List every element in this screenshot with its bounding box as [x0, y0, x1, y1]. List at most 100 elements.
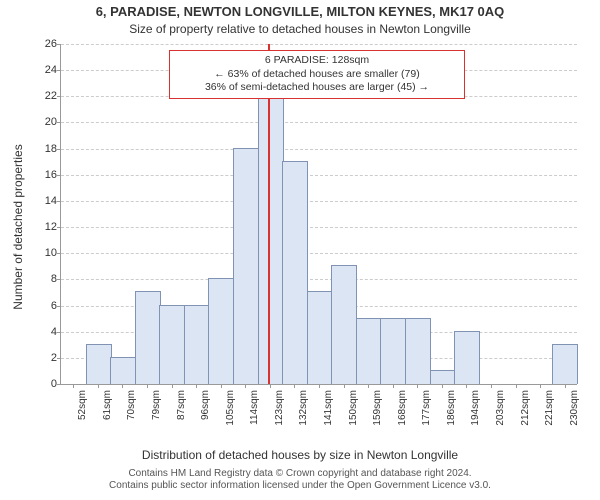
gridline — [61, 149, 577, 150]
title-subtitle: Size of property relative to detached ho… — [0, 22, 600, 36]
xtick-mark — [540, 384, 541, 388]
ytick-mark — [57, 253, 61, 254]
histogram-bar — [184, 305, 210, 384]
histogram-bar — [405, 318, 431, 384]
xtick-label: 203sqm — [495, 390, 506, 426]
ytick-label: 20 — [31, 116, 57, 128]
ytick-mark — [57, 227, 61, 228]
x-axis-label: Distribution of detached houses by size … — [0, 448, 600, 462]
gridline — [61, 175, 577, 176]
xtick-mark — [466, 384, 467, 388]
gridline — [61, 227, 577, 228]
ytick-label: 14 — [31, 195, 57, 207]
chart-container: 6, PARADISE, NEWTON LONGVILLE, MILTON KE… — [0, 0, 600, 500]
gridline — [61, 279, 577, 280]
plot-area: 0246810121416182022242652sqm61sqm70sqm79… — [60, 44, 577, 385]
xtick-mark — [393, 384, 394, 388]
xtick-label: 79sqm — [151, 390, 162, 420]
ytick-mark — [57, 175, 61, 176]
annotation-line1: 6 PARADISE: 128sqm — [176, 54, 458, 68]
xtick-label: 52sqm — [77, 390, 88, 420]
xtick-mark — [73, 384, 74, 388]
ytick-mark — [57, 332, 61, 333]
histogram-bar — [380, 318, 406, 384]
xtick-label: 194sqm — [470, 390, 481, 426]
histogram-bar — [86, 344, 112, 384]
gridline — [61, 253, 577, 254]
ytick-label: 4 — [31, 326, 57, 338]
annotation-box: 6 PARADISE: 128sqm ← 63% of detached hou… — [169, 50, 465, 99]
xtick-mark — [245, 384, 246, 388]
xtick-label: 159sqm — [372, 390, 383, 426]
ytick-mark — [57, 96, 61, 97]
ytick-mark — [57, 279, 61, 280]
ytick-label: 26 — [31, 38, 57, 50]
footer-attribution: Contains HM Land Registry data © Crown c… — [0, 468, 600, 492]
footer-line2: Contains public sector information licen… — [0, 480, 600, 492]
ytick-mark — [57, 122, 61, 123]
ytick-mark — [57, 384, 61, 385]
ytick-label: 10 — [31, 247, 57, 259]
ytick-mark — [57, 44, 61, 45]
histogram-bar — [110, 357, 136, 384]
histogram-bar — [307, 291, 333, 384]
histogram-bar — [135, 291, 161, 384]
xtick-label: 123sqm — [274, 390, 285, 426]
ytick-mark — [57, 358, 61, 359]
ytick-mark — [57, 306, 61, 307]
histogram-bar — [356, 318, 382, 384]
xtick-mark — [368, 384, 369, 388]
xtick-mark — [319, 384, 320, 388]
histogram-bar — [331, 265, 357, 384]
y-axis-label: Number of detached properties — [11, 117, 25, 337]
xtick-label: 186sqm — [446, 390, 457, 426]
xtick-label: 212sqm — [520, 390, 531, 426]
ytick-label: 2 — [31, 352, 57, 364]
histogram-bar — [159, 305, 185, 384]
ytick-mark — [57, 201, 61, 202]
histogram-bar — [454, 331, 480, 384]
xtick-label: 114sqm — [249, 390, 260, 425]
xtick-mark — [196, 384, 197, 388]
gridline — [61, 44, 577, 45]
histogram-bar — [233, 148, 259, 384]
xtick-label: 96sqm — [200, 390, 211, 420]
xtick-label: 141sqm — [323, 390, 334, 426]
xtick-mark — [417, 384, 418, 388]
xtick-mark — [147, 384, 148, 388]
xtick-mark — [565, 384, 566, 388]
xtick-mark — [270, 384, 271, 388]
histogram-bar — [282, 161, 308, 384]
gridline — [61, 201, 577, 202]
histogram-bar — [258, 95, 284, 384]
xtick-label: 132sqm — [298, 390, 309, 426]
ytick-label: 0 — [31, 378, 57, 390]
ytick-label: 18 — [31, 143, 57, 155]
gridline — [61, 122, 577, 123]
ytick-label: 6 — [31, 300, 57, 312]
annotation-line2: ← 63% of detached houses are smaller (79… — [176, 68, 458, 82]
xtick-mark — [491, 384, 492, 388]
histogram-bar — [552, 344, 578, 384]
xtick-label: 230sqm — [569, 390, 580, 426]
histogram-bar — [430, 370, 456, 384]
xtick-label: 61sqm — [102, 390, 113, 420]
ytick-label: 16 — [31, 169, 57, 181]
xtick-mark — [172, 384, 173, 388]
xtick-mark — [344, 384, 345, 388]
xtick-label: 70sqm — [126, 390, 137, 420]
xtick-label: 221sqm — [544, 390, 555, 426]
title-address: 6, PARADISE, NEWTON LONGVILLE, MILTON KE… — [0, 4, 600, 19]
xtick-mark — [516, 384, 517, 388]
histogram-bar — [208, 278, 234, 384]
ytick-label: 24 — [31, 64, 57, 76]
ytick-label: 22 — [31, 90, 57, 102]
ytick-mark — [57, 70, 61, 71]
ytick-mark — [57, 149, 61, 150]
xtick-mark — [442, 384, 443, 388]
xtick-label: 87sqm — [176, 390, 187, 420]
xtick-mark — [98, 384, 99, 388]
xtick-label: 177sqm — [421, 390, 432, 426]
ytick-label: 8 — [31, 273, 57, 285]
xtick-mark — [122, 384, 123, 388]
